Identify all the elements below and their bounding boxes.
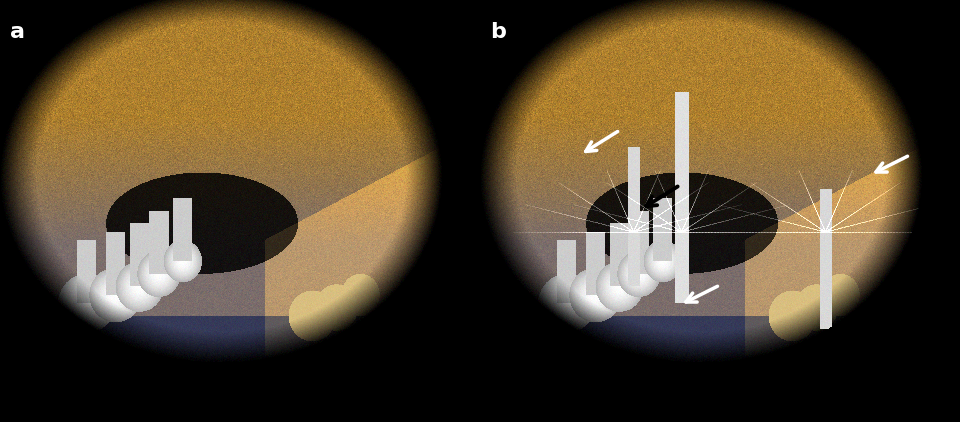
Text: a: a [10,22,25,42]
Text: b: b [490,22,506,42]
